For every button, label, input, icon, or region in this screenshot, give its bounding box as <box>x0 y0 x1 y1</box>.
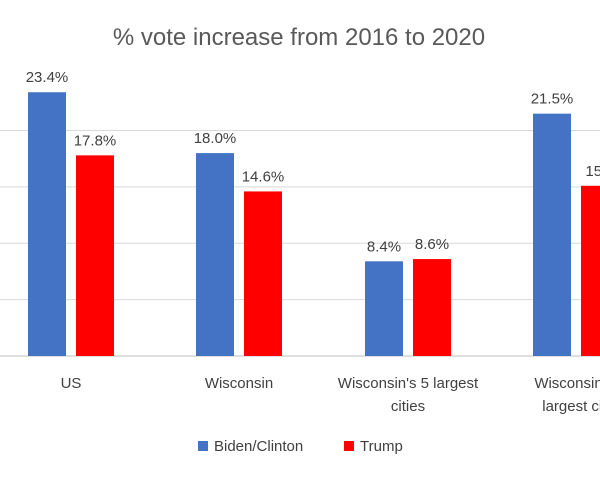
bar-biden <box>196 153 234 356</box>
data-label: 8.4% <box>367 238 401 255</box>
data-label: 18.0% <box>194 130 237 147</box>
data-label: 23.4% <box>26 69 69 86</box>
legend-label: Trump <box>360 438 403 455</box>
category-label: US <box>61 375 82 392</box>
bar-trump <box>76 155 114 356</box>
category-label: Wisconsin wlargest citi <box>534 375 600 415</box>
data-label: 15.1 <box>585 163 600 180</box>
data-labels: 23.4% 18.0% 8.4% 21.5% 17.8% 14.6% 8.6% 15.1 <box>26 69 600 255</box>
bar-trump <box>413 259 451 356</box>
bar-biden <box>533 113 571 356</box>
bar-biden <box>365 261 403 356</box>
data-label: 8.6% <box>415 236 449 253</box>
bar-trump <box>244 191 282 356</box>
chart-title: % vote increase from 2016 to 2020 <box>113 24 485 51</box>
data-label: 21.5% <box>531 91 574 108</box>
data-label: 17.8% <box>74 132 117 149</box>
data-label: 14.6% <box>242 168 285 185</box>
category-labels: US Wisconsin Wisconsin's 5 largest cities Wi… <box>61 375 600 415</box>
legend-swatch <box>198 441 208 451</box>
bars <box>28 92 600 356</box>
legend-label: Biden/Clinton <box>214 438 303 455</box>
bar-trump <box>581 185 600 356</box>
category-label: Wisconsin <box>205 375 273 392</box>
bar-biden <box>28 92 66 356</box>
legend-swatch <box>344 441 354 451</box>
category-label: Wisconsin's 5 largest cities <box>338 375 479 415</box>
legend: Biden/Clinton Trump <box>198 438 403 455</box>
